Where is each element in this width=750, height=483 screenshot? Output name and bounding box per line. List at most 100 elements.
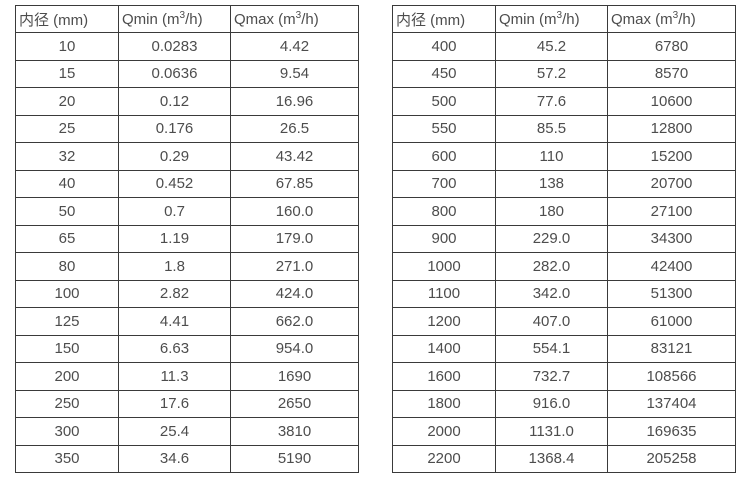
header-row: 内径 (mm) Qmin (m3/h) Qmax (m3/h) [392, 5, 736, 33]
table-row: 25 0.176 26.5 [15, 114, 359, 143]
table-cell: 1131.0 [495, 417, 608, 446]
table-cell: 6780 [607, 32, 736, 61]
table-cell: 350 [15, 444, 119, 473]
table-cell: 160.0 [230, 197, 359, 226]
table-cell: 138 [495, 169, 608, 198]
table-cell: 27100 [607, 197, 736, 226]
table-cell: 1690 [230, 362, 359, 391]
table-row: 800 180 27100 [392, 197, 736, 226]
table-cell: 1600 [392, 362, 496, 391]
table-cell: 1.19 [118, 224, 231, 253]
header-row: 内径 (mm) Qmin (m3/h) Qmax (m3/h) [15, 5, 359, 33]
table-row: 150 6.63 954.0 [15, 334, 359, 363]
column-header-1: Qmin (m3/h) [118, 5, 231, 33]
table-cell: 200 [15, 362, 119, 391]
table-cell: 2200 [392, 444, 496, 473]
column-header-2: Qmax (m3/h) [607, 5, 736, 33]
table-row: 100 2.82 424.0 [15, 279, 359, 308]
table-cell: 250 [15, 389, 119, 418]
cubed-superscript: 3 [672, 9, 679, 21]
table-cell: 9.54 [230, 59, 359, 88]
table-cell: 40 [15, 169, 119, 198]
table-cell: 45.2 [495, 32, 608, 61]
table-cell: 4.41 [118, 307, 231, 336]
table-row: 1200 407.0 61000 [392, 307, 736, 336]
table-row: 600 110 15200 [392, 142, 736, 171]
table-cell: 10 [15, 32, 119, 61]
table-row: 400 45.2 6780 [392, 32, 736, 61]
table-cell: 600 [392, 142, 496, 171]
table-cell: 25.4 [118, 417, 231, 446]
table-cell: 10600 [607, 87, 736, 116]
table-cell: 20 [15, 87, 119, 116]
table-cell: 1200 [392, 307, 496, 336]
table-cell: 43.42 [230, 142, 359, 171]
table-cell: 83121 [607, 334, 736, 363]
table-row: 32 0.29 43.42 [15, 142, 359, 171]
table-cell: 0.176 [118, 114, 231, 143]
table-cell: 500 [392, 87, 496, 116]
flow-table-large-diameter: 内径 (mm) Qmin (m3/h) Qmax (m3/h) 400 45.2 6780… [392, 5, 736, 473]
table-row: 450 57.2 8570 [392, 59, 736, 88]
table-cell: 0.0283 [118, 32, 231, 61]
table-cell: 61000 [607, 307, 736, 336]
table-cell: 80 [15, 252, 119, 281]
table-cell: 150 [15, 334, 119, 363]
table-row: 40 0.452 67.85 [15, 169, 359, 198]
table-row: 80 1.8 271.0 [15, 252, 359, 281]
table-cell: 169635 [607, 417, 736, 446]
column-header-0: 内径 (mm) [15, 5, 119, 33]
table-row: 1800 916.0 137404 [392, 389, 736, 418]
column-header-2: Qmax (m3/h) [230, 5, 359, 33]
table-cell: 51300 [607, 279, 736, 308]
table-cell: 17.6 [118, 389, 231, 418]
table-row: 15 0.0636 9.54 [15, 59, 359, 88]
table-cell: 300 [15, 417, 119, 446]
table-cell: 1800 [392, 389, 496, 418]
table-cell: 26.5 [230, 114, 359, 143]
table-row: 300 25.4 3810 [15, 417, 359, 446]
table-row: 2200 1368.4 205258 [392, 444, 736, 473]
table-cell: 50 [15, 197, 119, 226]
table-cell: 0.12 [118, 87, 231, 116]
table-cell: 15 [15, 59, 119, 88]
table-cell: 700 [392, 169, 496, 198]
table-row: 50 0.7 160.0 [15, 197, 359, 226]
table-cell: 916.0 [495, 389, 608, 418]
table-cell: 57.2 [495, 59, 608, 88]
table-row: 500 77.6 10600 [392, 87, 736, 116]
table-cell: 15200 [607, 142, 736, 171]
table-cell: 5190 [230, 444, 359, 473]
table-cell: 6.63 [118, 334, 231, 363]
table-cell: 0.0636 [118, 59, 231, 88]
column-header-1: Qmin (m3/h) [495, 5, 608, 33]
table-cell: 2650 [230, 389, 359, 418]
table-cell: 229.0 [495, 224, 608, 253]
table-cell: 32 [15, 142, 119, 171]
table-cell: 34300 [607, 224, 736, 253]
table-cell: 0.452 [118, 169, 231, 198]
table-cell: 3810 [230, 417, 359, 446]
table-cell: 732.7 [495, 362, 608, 391]
table-cell: 205258 [607, 444, 736, 473]
table-cell: 67.85 [230, 169, 359, 198]
table-cell: 0.7 [118, 197, 231, 226]
table-row: 1400 554.1 83121 [392, 334, 736, 363]
table-cell: 110 [495, 142, 608, 171]
table-row: 20 0.12 16.96 [15, 87, 359, 116]
table-cell: 16.96 [230, 87, 359, 116]
table-cell: 100 [15, 279, 119, 308]
table-cell: 125 [15, 307, 119, 336]
table-cell: 20700 [607, 169, 736, 198]
table-row: 65 1.19 179.0 [15, 224, 359, 253]
table-cell: 0.29 [118, 142, 231, 171]
table-cell: 34.6 [118, 444, 231, 473]
table-cell: 77.6 [495, 87, 608, 116]
table-cell: 1.8 [118, 252, 231, 281]
table-cell: 342.0 [495, 279, 608, 308]
table-cell: 108566 [607, 362, 736, 391]
table-cell: 179.0 [230, 224, 359, 253]
table-cell: 900 [392, 224, 496, 253]
table-cell: 1100 [392, 279, 496, 308]
column-header-0: 内径 (mm) [392, 5, 496, 33]
